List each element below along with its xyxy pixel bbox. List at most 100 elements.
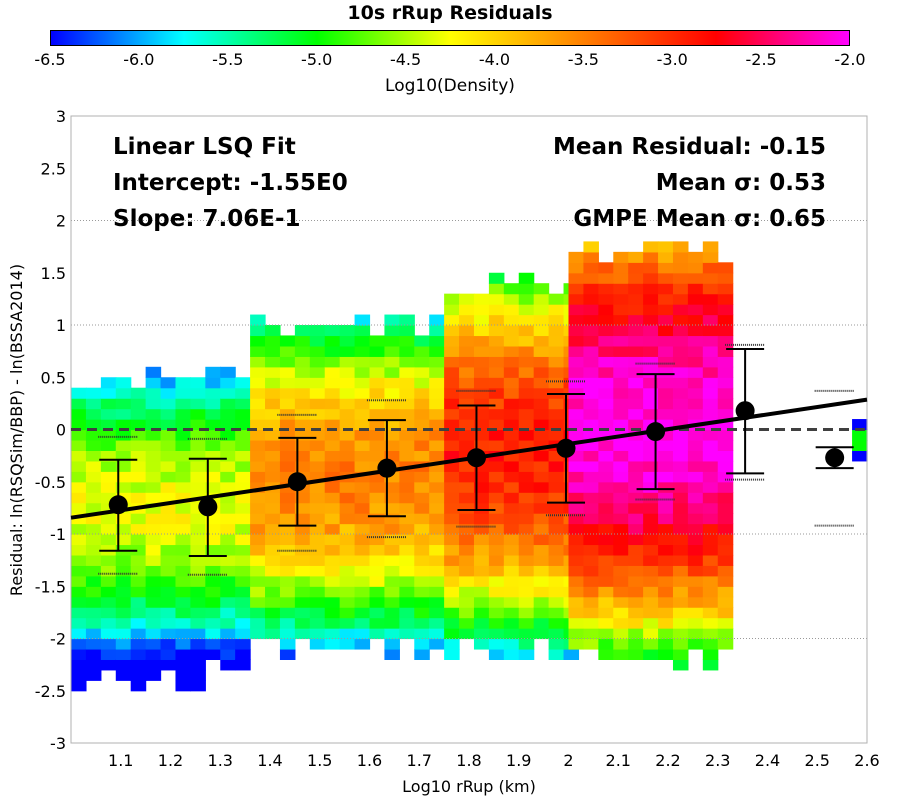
heatmap-cell [384,450,400,462]
heatmap-cell [294,523,311,535]
heatmap-cell [717,325,734,337]
heatmap-cell [533,408,550,420]
heatmap-cell [628,523,644,535]
heatmap-cell [250,471,266,483]
heatmap-cell [71,628,87,640]
heatmap-cell [369,617,386,629]
heatmap-cell [503,356,520,368]
heatmap-cell [220,596,236,608]
heatmap-cell [548,304,565,316]
heatmap-cell [628,304,644,316]
heatmap-cell [643,523,659,535]
heatmap-cell [309,492,326,504]
heatmap-cell [568,272,585,284]
heatmap-cell [175,669,191,681]
heatmap-cell [598,314,614,326]
heatmap-cell [598,460,614,472]
heatmap-cell [717,356,734,368]
heatmap-cell [294,534,311,546]
heatmap-cell [279,387,296,399]
heatmap-cell [324,439,341,451]
heatmap-cell [613,471,629,483]
heatmap-cell [533,398,550,410]
heatmap-cell [324,607,341,619]
heatmap-cell [294,325,311,337]
heatmap-cell [265,607,281,619]
heatmap-cell [414,638,430,650]
heatmap-cell [309,408,326,420]
heatmap-cell [488,617,505,629]
heatmap-cell [518,617,535,629]
heatmap-cell [672,377,689,389]
heatmap-cell [235,439,251,451]
heatmap-cell [354,628,371,640]
heatmap-cell [369,408,386,420]
heatmap-cell [643,481,659,493]
heatmap-cell [384,534,400,546]
heatmap-cell [235,607,251,619]
heatmap-cell [672,471,689,483]
heatmap-cell [583,513,599,525]
heatmap-cell [399,387,415,399]
heatmap-cell [568,596,585,608]
heatmap-cell [220,586,236,598]
heatmap-cell [628,471,644,483]
heatmap-cell [518,534,535,546]
mean-point [735,401,755,421]
heatmap-cell [429,450,445,462]
heatmap-cell [658,450,674,462]
heatmap-cell [533,314,550,326]
heatmap-cell [658,460,674,472]
heatmap-cell [160,419,177,431]
heatmap-cell [548,460,565,472]
heatmap-cell [71,617,87,629]
heatmap-cell [702,314,719,326]
heatmap-cell [459,314,475,326]
heatmap-cell [717,429,734,441]
heatmap-cell [414,628,430,640]
heatmap-cell [235,492,251,504]
heatmap-cell [717,617,734,629]
heatmap-cell [628,439,644,451]
heatmap-cell [339,638,356,650]
heatmap-cell [473,502,490,514]
heatmap-cell [265,345,281,357]
heatmap-cell [190,544,206,556]
heatmap-cell [369,523,386,535]
heatmap-cell [190,638,206,650]
heatmap-cell [568,523,585,535]
heatmap-cell [717,335,734,347]
heatmap-cell [687,356,704,368]
heatmap-cell [444,325,460,337]
heatmap-cell [85,492,102,504]
heatmap-cell [130,586,147,598]
heatmap-cell [503,648,520,660]
heatmap-cell [459,502,475,514]
heatmap-cell [568,450,585,462]
heatmap-cell [175,387,191,399]
heatmap-cell [414,408,430,420]
heatmap-cell [130,439,147,451]
heatmap-cell [429,586,445,598]
heatmap-cell [548,492,565,504]
heatmap-cell [85,617,102,629]
heatmap-cell [518,523,535,535]
heatmap-cell [643,366,659,378]
heatmap-cell [250,492,266,504]
heatmap-cell [369,429,386,441]
heatmap-cell [717,554,734,566]
heatmap-cell [71,450,87,462]
heatmap-cell [354,638,371,650]
heatmap-cell [354,460,371,472]
heatmap-cell [503,398,520,410]
heatmap-cell [583,325,599,337]
heatmap-cell [533,439,550,451]
heatmap-cell [294,356,311,368]
heatmap-cell [702,586,719,598]
heatmap-cell [235,659,251,671]
heatmap-cell [324,408,341,420]
heatmap-cell [503,471,520,483]
heatmap-cell [488,471,505,483]
heatmap-cell [533,377,550,389]
heatmap-cell [643,450,659,462]
